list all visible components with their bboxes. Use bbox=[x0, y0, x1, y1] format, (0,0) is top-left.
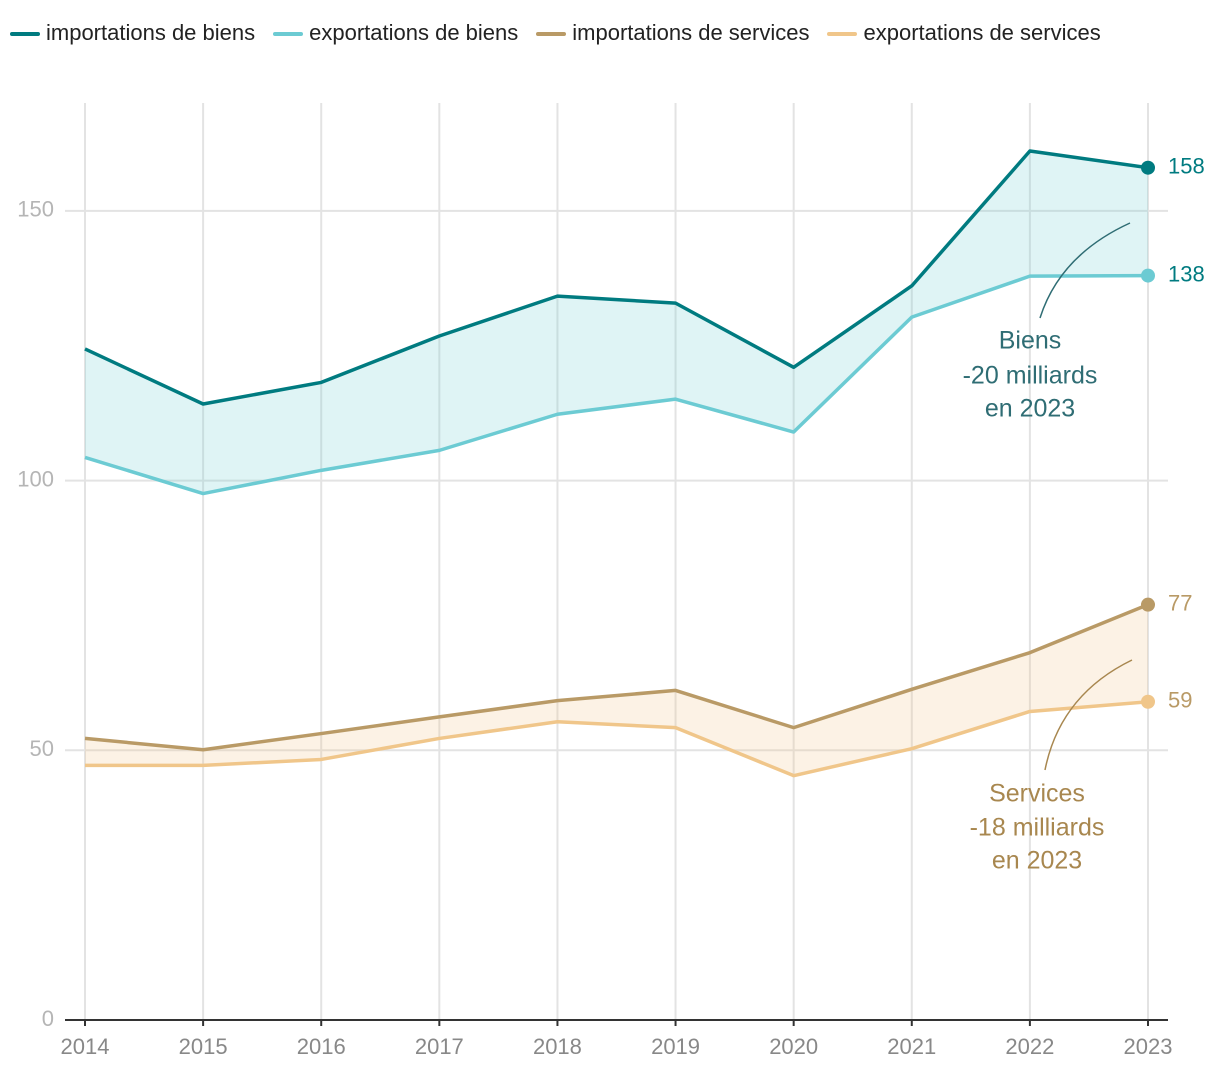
annotation-connector bbox=[1044, 659, 1133, 771]
legend-item: importations de services bbox=[536, 20, 809, 45]
legend-swatch bbox=[10, 32, 40, 37]
x-tick-label: 2023 bbox=[1124, 1034, 1173, 1059]
annotation-text: Biens bbox=[999, 327, 1062, 355]
end-point bbox=[1141, 160, 1155, 175]
legend-swatch bbox=[273, 32, 304, 37]
annotation-connector bbox=[1039, 222, 1131, 319]
x-tick-label: 2019 bbox=[651, 1034, 700, 1059]
series-line bbox=[85, 700, 1149, 778]
legend-label: exportations de biens bbox=[309, 20, 519, 45]
x-tick-label: 2020 bbox=[769, 1034, 818, 1059]
legend-label: importations de services bbox=[572, 20, 810, 45]
end-value-label: 158 bbox=[1168, 154, 1205, 179]
x-tick-label: 2015 bbox=[179, 1034, 228, 1059]
end-point bbox=[1141, 268, 1155, 283]
x-tick-label: 2018 bbox=[533, 1034, 582, 1059]
end-value-label: 138 bbox=[1168, 261, 1205, 286]
end-point bbox=[1141, 694, 1155, 709]
y-tick-label: 100 bbox=[17, 466, 54, 491]
annotation-text: en 2023 bbox=[992, 847, 1082, 875]
x-tick-label: 2014 bbox=[61, 1034, 110, 1059]
legend-item: exportations de services bbox=[827, 20, 1101, 45]
legend-label: importations de biens bbox=[46, 20, 256, 45]
x-tick-label: 2021 bbox=[887, 1034, 936, 1059]
end-point bbox=[1141, 597, 1155, 612]
legend-swatch bbox=[827, 32, 858, 37]
series-line bbox=[84, 603, 1149, 752]
legend-label: exportations de services bbox=[863, 20, 1101, 45]
x-tick-label: 2022 bbox=[1005, 1034, 1054, 1059]
annotation-text: en 2023 bbox=[985, 395, 1075, 423]
x-tick-label: 2017 bbox=[415, 1034, 464, 1059]
x-tick-label: 2016 bbox=[297, 1034, 346, 1059]
legend-swatch bbox=[536, 32, 567, 37]
gap-band bbox=[85, 151, 1148, 494]
series-line bbox=[84, 149, 1149, 406]
gap-band bbox=[85, 604, 1148, 776]
y-tick-label: 150 bbox=[17, 197, 54, 222]
legend-item: exportations de biens bbox=[273, 20, 518, 45]
y-tick-label: 50 bbox=[30, 736, 54, 761]
legend-item: importations de biens bbox=[10, 20, 255, 45]
annotation-text: Services bbox=[989, 780, 1085, 808]
legend: importations de biens exportations de bie… bbox=[10, 14, 1140, 52]
end-value-label: 77 bbox=[1168, 590, 1192, 615]
annotation-text: -18 milliards bbox=[970, 814, 1105, 842]
annotation-text: -20 milliards bbox=[963, 362, 1098, 390]
y-tick-label: 0 bbox=[42, 1006, 54, 1031]
end-value-label: 59 bbox=[1168, 688, 1192, 713]
series-line bbox=[84, 273, 1149, 496]
